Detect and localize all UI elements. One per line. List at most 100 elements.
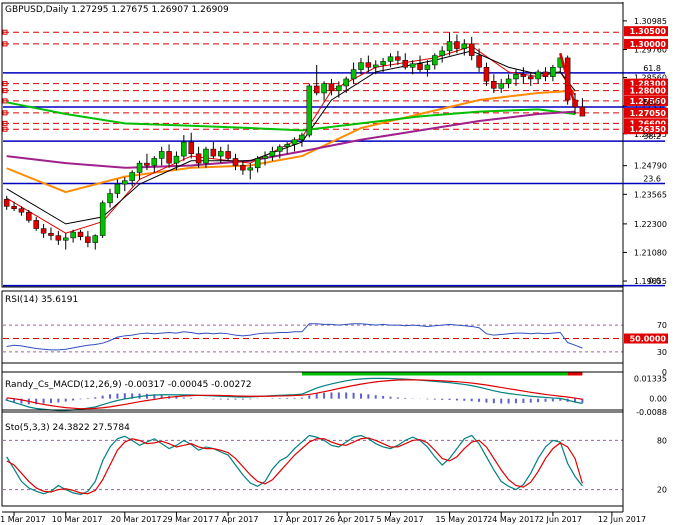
time-tick-label: 12 Jun 2017 [598,515,646,524]
price-tick-label: 1.30985 [634,17,667,26]
candle-body [85,236,91,243]
candle-body [542,71,549,77]
level-line-anchor [2,98,8,104]
sto-signal-line [6,437,583,495]
fib-label: 50.0 [643,98,661,107]
price-tick-label: 1.24790 [634,162,667,171]
price-pane: 1.309851.297601.285601.273501.261551.247… [1,2,668,288]
level-price-tag [624,38,668,49]
candle-body [343,78,349,87]
moving-average-line [6,110,576,169]
level-price-tag-text: 1.27050 [630,109,667,118]
candle-body [240,165,246,171]
candle-body [446,41,453,52]
candle-body [350,69,357,80]
level-line-anchor [2,88,8,94]
candle-body [387,56,394,62]
candle-body [48,232,54,236]
candle-body [291,139,298,145]
candle-body [284,144,290,147]
candle-body [92,235,99,243]
level-line-anchor [2,81,8,87]
level-price-tag [624,26,668,37]
candle-body [166,151,172,164]
time-tick-label: 7 Apr 2017 [214,515,258,524]
candle-body [520,74,527,77]
time-axis: 1 Mar 2017 10 Mar 2017 20 Mar 2017 29 Mar 2… [0,2,646,524]
candle-body [269,151,276,157]
time-tick-label: 5 May 2017 [377,515,424,524]
level-price-tag-text: 1.26350 [630,125,667,134]
candle-body [424,64,431,70]
candle-body [372,64,379,68]
candle-body [203,148,209,164]
candle-body [33,220,39,229]
candle-body [188,141,194,155]
candle-body [247,167,254,171]
trend-line [559,52,577,107]
candle-body [299,134,305,140]
candle-body [181,141,187,157]
candle-body [365,62,372,68]
level-price-tag-text: 1.26600 [630,119,667,128]
candle-body [26,211,32,221]
rsi-pane-title: RSI(14) 35.6191 [5,295,78,305]
candle-body [136,162,143,173]
price-tick-label: 1.19855 [634,277,667,286]
candle-body [321,83,327,94]
moving-average-line [6,101,576,132]
price-tick-label: 1.29760 [634,45,667,54]
rsi-line [6,323,583,351]
candle-body [579,106,586,117]
candle-body [173,155,180,164]
macd-main-line [6,377,583,412]
candle-body [129,172,135,181]
level-price-tag-text: 1.30500 [630,27,667,36]
candle-body [151,158,158,166]
price-tick-label: 1.22300 [634,220,667,229]
candle-body [11,206,17,209]
candle-body [55,235,62,241]
candle-body [277,146,283,152]
rsi-level-tag-text: 50.0000 [630,335,667,344]
candle-body [144,162,150,166]
candle-body [217,151,224,157]
time-tick-label: 10 Mar 2017 [52,515,103,524]
candle-body [336,85,342,91]
level-price-tag [624,118,668,129]
candle-body [122,180,128,185]
moving-average-line [6,50,576,225]
price-tick-label: 1.26155 [634,130,667,139]
level-line-anchor [2,126,8,132]
price-pane-title: GBPUSD,Daily 1.27295 1.27675 1.26907 1.2… [5,5,229,15]
candle-body [483,67,490,82]
candle-body [417,63,423,70]
moving-average-line [6,89,576,194]
candle-body [358,62,364,70]
candle-body [107,193,113,204]
candle-body [402,59,409,68]
fib-label: 23.6 [643,174,661,183]
time-tick-label: 24 May 2017 [487,515,539,524]
candle-body [535,71,541,80]
macd-pane-title: Randy_Cs_MACD(12,26,9) -0.00317 -0.00045… [5,380,252,390]
candle-body [461,43,468,49]
rsi-tick-label: 70 [657,321,667,330]
macd-signal-line [6,379,583,410]
candle-body [262,155,268,159]
candle-body [498,83,504,89]
candle-body [114,183,121,194]
rsi-level-tag [624,333,668,344]
candle-body [62,237,69,241]
macd-pane: 0.01335 0.00 -0.0088 [1,362,667,417]
candle-body [409,63,416,68]
stochastic-pane: 80 20 [1,409,667,507]
level-price-tag [624,78,668,89]
candle-body [3,199,10,207]
candle-body [380,61,386,66]
candle-body [313,85,320,94]
level-price-tag [624,95,668,106]
